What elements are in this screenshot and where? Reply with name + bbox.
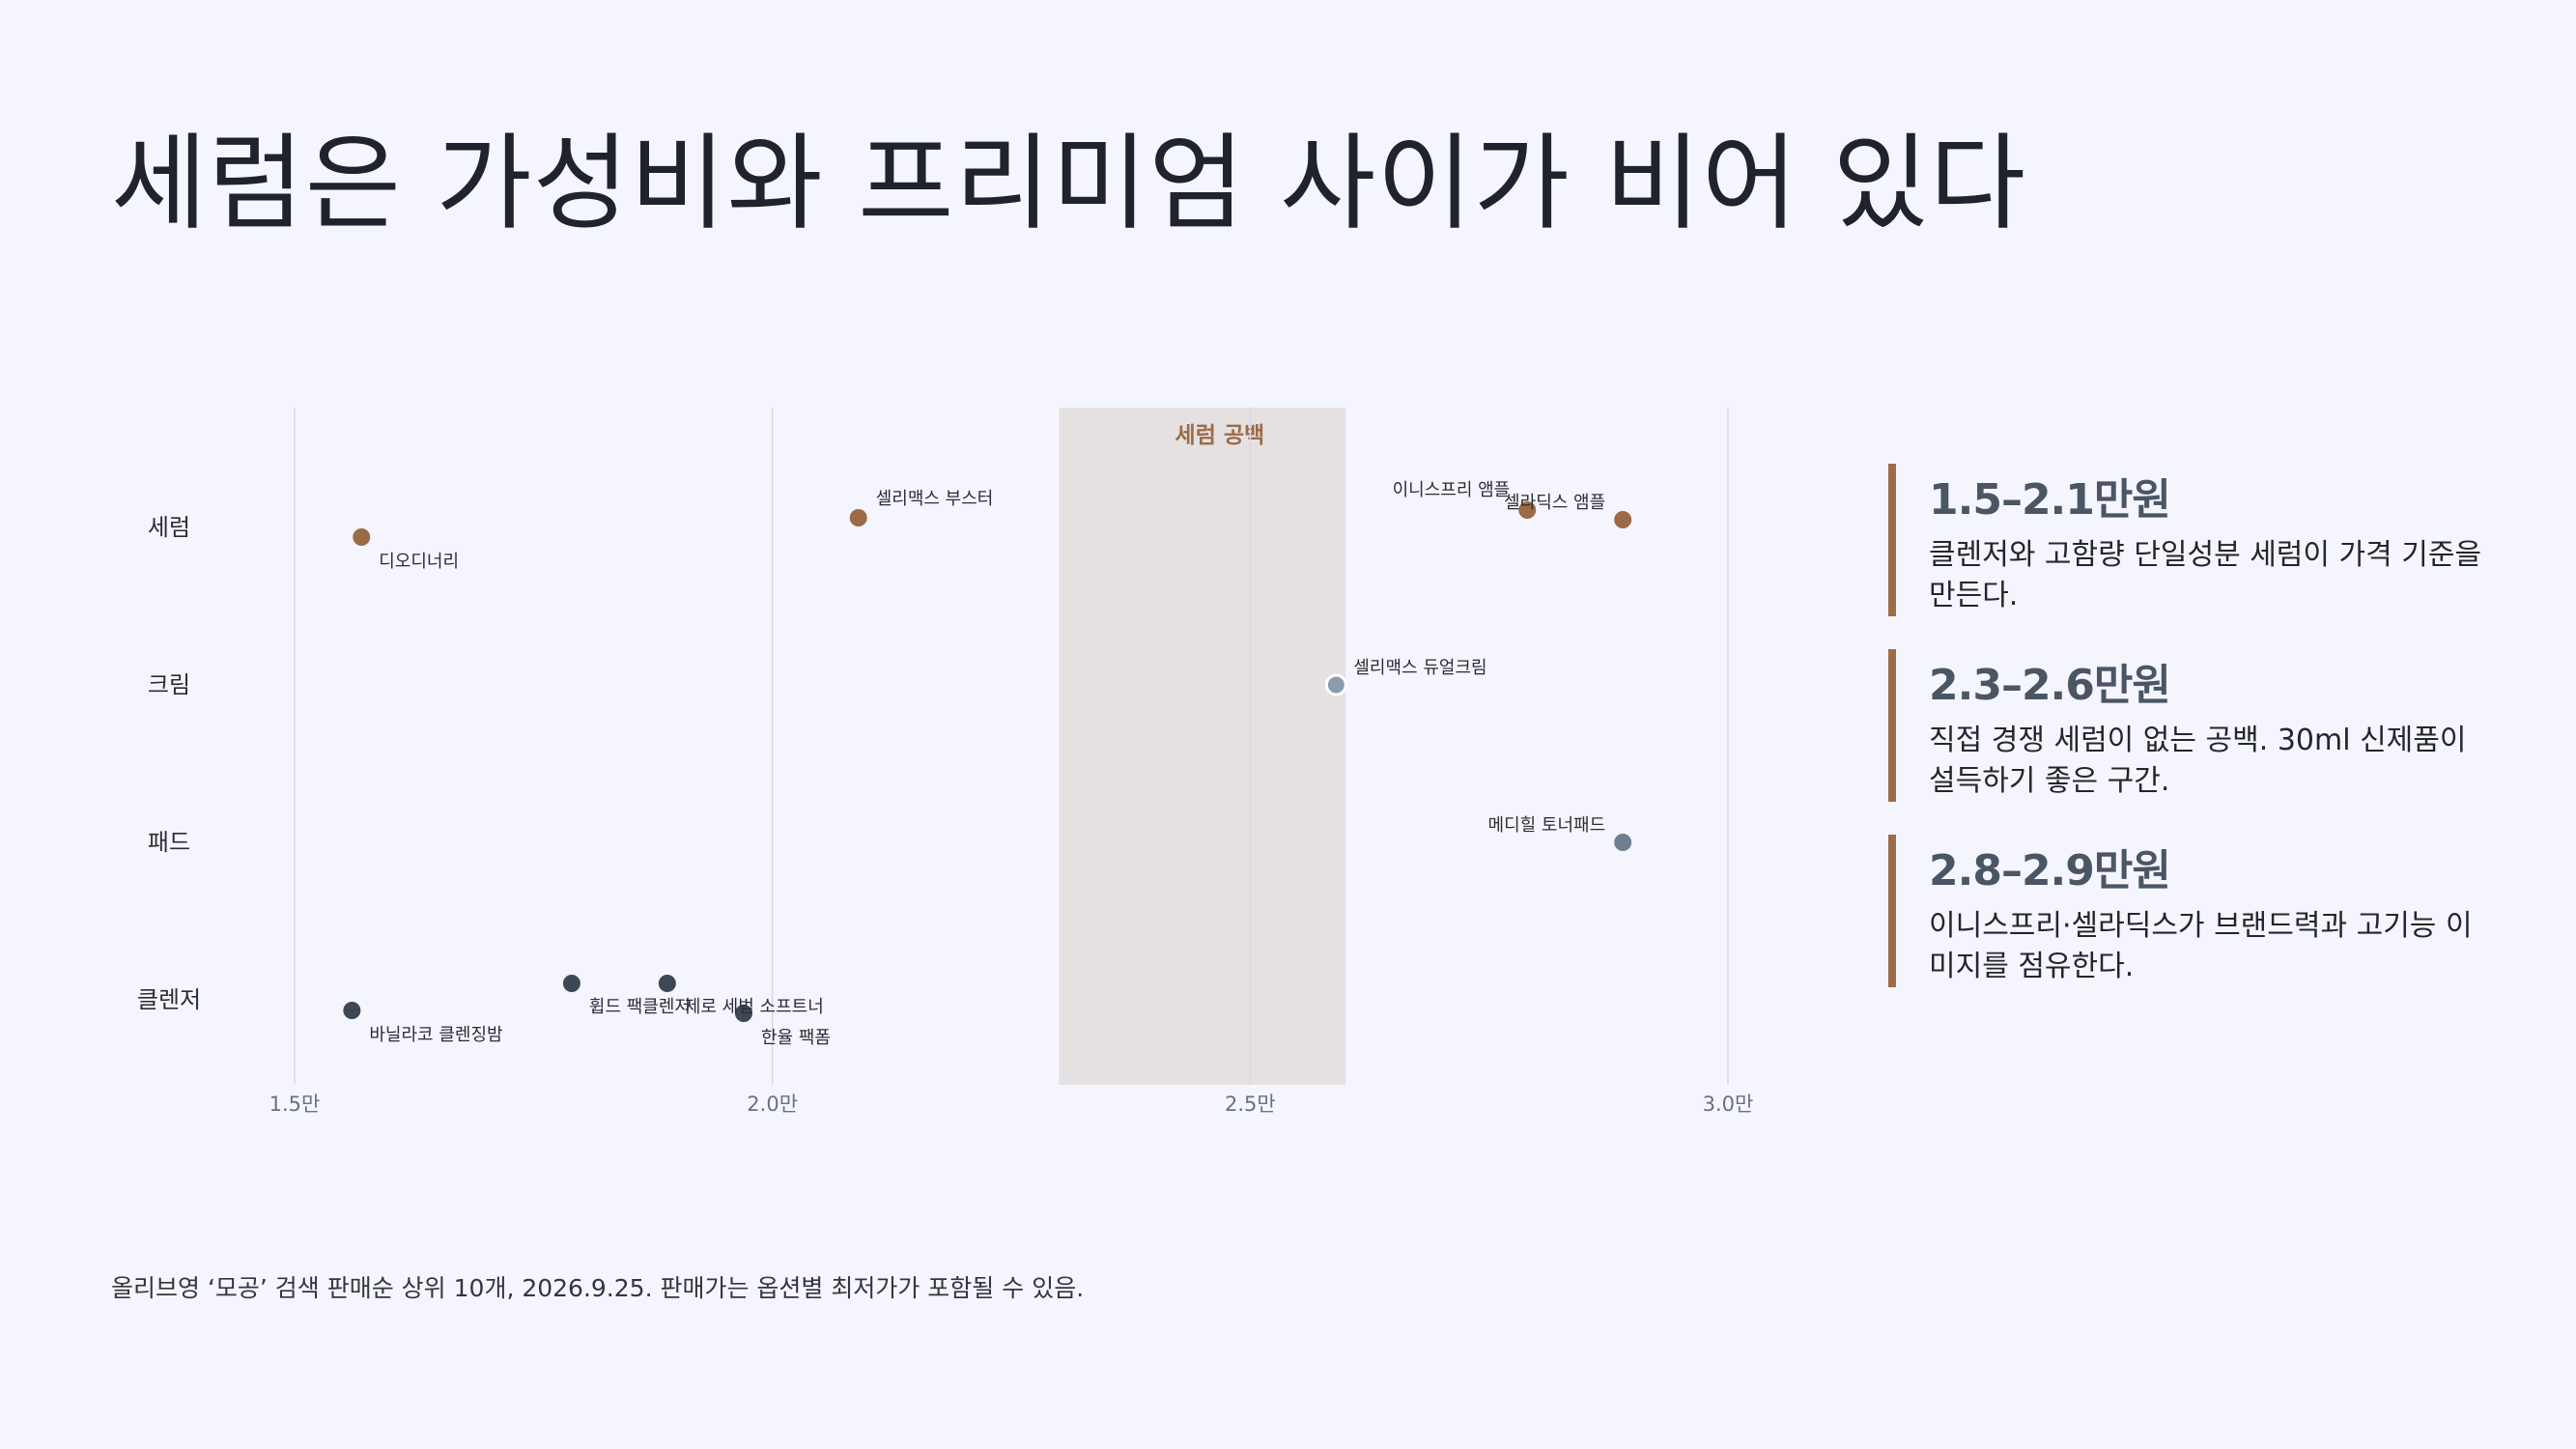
data-point-label: 셀리맥스 듀얼크림 <box>1353 658 1486 678</box>
data-point-label: 메디힐 토너패드 <box>1488 815 1606 836</box>
price-card-title: 2.3–2.6만원 <box>1929 661 2171 710</box>
price-card-high: 2.8–2.9만원 이니스프리·셀라딕스가 브랜드력과 고기능 이미지를 점유한… <box>1888 835 2487 987</box>
gap-band <box>1059 408 1346 1085</box>
price-card-body: 직접 경쟁 세럼이 없는 공백. 30ml 신제품이 설득하기 좋은 구간. <box>1929 724 2467 799</box>
price-card-body: 클렌저와 고함량 단일성분 세럼이 가격 기준을 만든다. <box>1929 538 2482 613</box>
price-card-title: 1.5–2.1만원 <box>1929 475 2171 525</box>
price-range-cards: 1.5–2.1만원 클렌저와 고함량 단일성분 세럼이 가격 기준을 만든다. … <box>1888 464 2487 1020</box>
data-point <box>1614 834 1632 851</box>
category-label: 패드 <box>148 829 190 856</box>
x-tick-label: 3.0만 <box>1703 1093 1754 1116</box>
category-label: 클렌저 <box>137 986 201 1013</box>
gap-band-label: 세럼 공백 <box>1175 423 1265 448</box>
data-point <box>343 1002 361 1019</box>
data-point <box>734 1005 752 1022</box>
data-point <box>1324 673 1347 696</box>
x-tick-label: 1.5만 <box>269 1093 321 1116</box>
data-point <box>1518 501 1537 519</box>
data-point <box>562 975 580 992</box>
data-point-label: 디오디너리 <box>379 552 459 572</box>
data-point <box>1614 511 1632 528</box>
data-point-label: 휩드 팩클렌저 <box>589 997 691 1017</box>
data-point-label: 한율 팩폼 <box>761 1028 831 1048</box>
price-card-body: 이니스프리·셀라딕스가 브랜드력과 고기능 이미지를 점유한다. <box>1929 909 2473 984</box>
page-title: 세럼은 가성비와 프리미엄 사이가 비어 있다 <box>111 124 2027 244</box>
x-tick-label: 2.5만 <box>1225 1093 1276 1116</box>
data-point <box>353 528 371 546</box>
data-point-label: 셀리맥스 부스터 <box>876 489 994 509</box>
source-footnote: 올리브영 ‘모공’ 검색 판매순 상위 10개, 2026.9.25. 판매가는… <box>111 1274 1085 1302</box>
price-card-mid: 2.3–2.6만원 직접 경쟁 세럼이 없는 공백. 30ml 신제품이 설득하… <box>1888 649 2487 802</box>
data-point <box>658 975 676 992</box>
data-point-label: 바닐라코 클렌징밤 <box>369 1025 502 1045</box>
price-card-low: 1.5–2.1만원 클렌저와 고함량 단일성분 세럼이 가격 기준을 만든다. <box>1888 464 2487 616</box>
x-tick-label: 2.0만 <box>747 1093 798 1116</box>
data-point-label: 셀라딕스 앰플 <box>1504 493 1605 513</box>
price-card-title: 2.8–2.9만원 <box>1929 846 2171 895</box>
category-label: 세럼 <box>148 514 190 541</box>
data-point-label: 제로 세범 소프트너 <box>685 997 824 1017</box>
data-point-label: 이니스프리 앰플 <box>1393 480 1511 500</box>
data-point <box>849 509 867 526</box>
category-label: 크림 <box>148 671 190 698</box>
